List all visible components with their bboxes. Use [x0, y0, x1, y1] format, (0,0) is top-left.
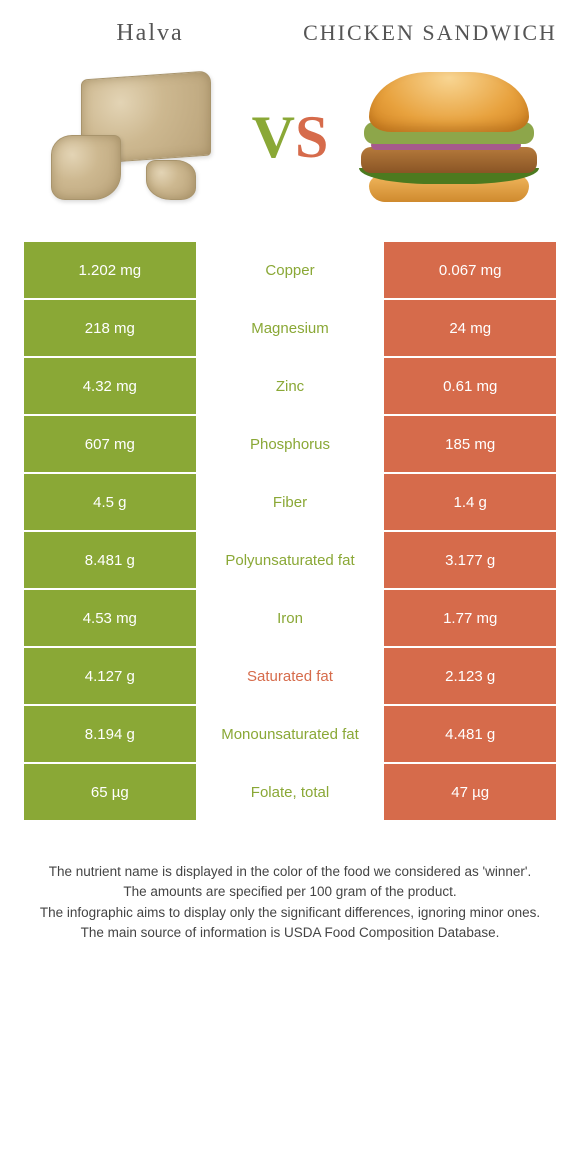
right-value: 3.177 g: [384, 532, 556, 588]
table-row: 4.32 mgZinc0.61 mg: [24, 358, 556, 414]
header-titles: Halva CHICKEN SANDWICH: [0, 0, 580, 57]
nutrient-name: Zinc: [196, 358, 385, 414]
table-row: 218 mgMagnesium24 mg: [24, 300, 556, 356]
right-value: 185 mg: [384, 416, 556, 472]
table-row: 4.127 gSaturated fat2.123 g: [24, 648, 556, 704]
nutrient-name: Monounsaturated fat: [196, 706, 385, 762]
left-value: 4.32 mg: [24, 358, 196, 414]
table-row: 65 µgFolate, total47 µg: [24, 764, 556, 820]
right-value: 1.77 mg: [384, 590, 556, 646]
nutrient-name: Iron: [196, 590, 385, 646]
nutrient-comparison-table: 1.202 mgCopper0.067 mg218 mgMagnesium24 …: [0, 242, 580, 820]
left-value: 8.194 g: [24, 706, 196, 762]
footer-note-line: The infographic aims to display only the…: [30, 903, 550, 923]
right-value: 0.61 mg: [384, 358, 556, 414]
table-row: 1.202 mgCopper0.067 mg: [24, 242, 556, 298]
nutrient-name: Folate, total: [196, 764, 385, 820]
table-row: 607 mgPhosphorus185 mg: [24, 416, 556, 472]
vs-letter-s: S: [295, 103, 328, 172]
left-value: 607 mg: [24, 416, 196, 472]
nutrient-name: Fiber: [196, 474, 385, 530]
nutrient-name: Phosphorus: [196, 416, 385, 472]
right-value: 4.481 g: [384, 706, 556, 762]
left-value: 4.53 mg: [24, 590, 196, 646]
table-row: 4.5 gFiber1.4 g: [24, 474, 556, 530]
vs-label: VS: [252, 103, 329, 172]
nutrient-name: Polyunsaturated fat: [196, 532, 385, 588]
right-food-title: CHICKEN SANDWICH: [290, 20, 570, 46]
left-food-title: Halva: [10, 20, 290, 47]
right-value: 2.123 g: [384, 648, 556, 704]
footer-note-line: The main source of information is USDA F…: [30, 923, 550, 943]
nutrient-name: Copper: [196, 242, 385, 298]
sandwich-icon: [359, 72, 539, 202]
table-row: 8.194 gMonounsaturated fat4.481 g: [24, 706, 556, 762]
left-food-image: [20, 62, 242, 212]
left-value: 4.5 g: [24, 474, 196, 530]
left-value: 1.202 mg: [24, 242, 196, 298]
right-value: 24 mg: [384, 300, 556, 356]
right-value: 1.4 g: [384, 474, 556, 530]
footer-note-line: The nutrient name is displayed in the co…: [30, 862, 550, 882]
left-value: 218 mg: [24, 300, 196, 356]
right-value: 47 µg: [384, 764, 556, 820]
images-row: VS: [0, 57, 580, 242]
footer-notes: The nutrient name is displayed in the co…: [0, 822, 580, 973]
nutrient-name: Magnesium: [196, 300, 385, 356]
left-value: 8.481 g: [24, 532, 196, 588]
table-row: 4.53 mgIron1.77 mg: [24, 590, 556, 646]
left-value: 4.127 g: [24, 648, 196, 704]
vs-letter-v: V: [252, 103, 295, 172]
left-value: 65 µg: [24, 764, 196, 820]
table-row: 8.481 gPolyunsaturated fat3.177 g: [24, 532, 556, 588]
right-value: 0.067 mg: [384, 242, 556, 298]
footer-note-line: The amounts are specified per 100 gram o…: [30, 882, 550, 902]
right-food-image: [338, 62, 560, 212]
nutrient-name: Saturated fat: [196, 648, 385, 704]
halva-icon: [46, 70, 216, 205]
